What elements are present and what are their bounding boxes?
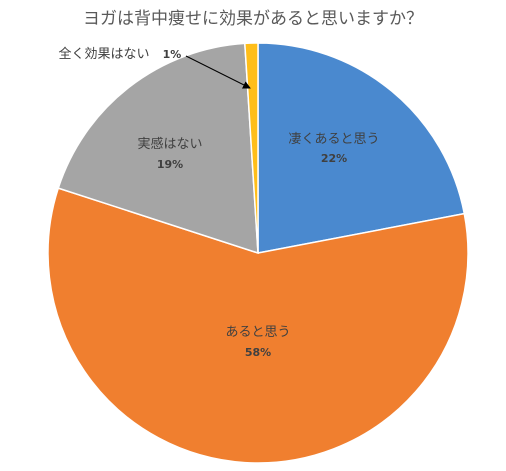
slice-value-effective: 58% [245,346,271,359]
leader-line-arrow [185,55,251,89]
pie-slice-not-effective [244,42,259,254]
pie-slice-no-feeling [57,42,259,255]
pie-slice-effective [47,187,469,464]
slice-label-no-feeling: 実感はない [137,136,202,152]
slice-label-not-effective: 全く効果はない [58,46,149,62]
slice-value-no-feeling: 19% [157,158,183,171]
slice-label-effective: あると思う [225,325,290,340]
chart-title: ヨガは背中痩せに効果があると思いますか？ [83,9,423,29]
pie-slice-very-effective [257,42,466,254]
slice-value-very-effective: 22% [321,152,347,165]
slice-label-very-effective: 凄くあると思う [288,132,379,147]
slice-value-not-effective: 1% [163,48,182,61]
